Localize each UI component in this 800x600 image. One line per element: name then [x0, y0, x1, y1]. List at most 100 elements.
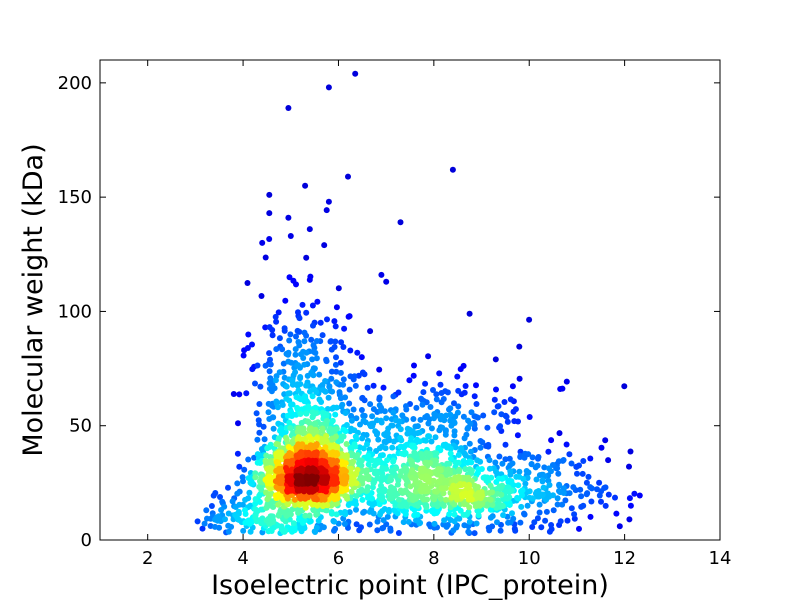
data-point — [313, 511, 320, 518]
data-point — [348, 412, 355, 419]
data-point — [332, 501, 339, 507]
data-point — [522, 480, 529, 487]
data-point — [507, 396, 514, 403]
data-point — [556, 430, 563, 437]
data-point — [462, 383, 469, 389]
data-point — [336, 389, 343, 396]
data-point — [354, 349, 361, 356]
data-point — [539, 477, 546, 484]
data-point — [350, 406, 357, 413]
data-point — [466, 440, 473, 447]
data-point — [397, 426, 404, 433]
data-point — [199, 525, 206, 532]
data-point — [461, 389, 468, 396]
data-point — [320, 524, 327, 531]
data-point — [412, 423, 419, 430]
data-point — [356, 527, 363, 534]
data-point — [501, 399, 508, 405]
data-point — [447, 470, 454, 477]
data-point — [303, 254, 310, 261]
data-point — [386, 495, 393, 502]
data-point — [486, 496, 493, 503]
data-point — [230, 391, 237, 397]
data-point — [262, 362, 269, 369]
data-point — [309, 477, 316, 484]
data-point — [287, 331, 294, 338]
data-point — [449, 166, 456, 173]
data-point — [444, 522, 451, 528]
data-point — [234, 490, 241, 497]
data-point — [269, 332, 276, 339]
data-point — [495, 403, 502, 410]
data-point — [627, 502, 634, 509]
data-point — [266, 210, 273, 217]
data-point — [295, 425, 302, 432]
data-point — [324, 406, 331, 412]
data-point — [497, 527, 504, 534]
data-point — [419, 482, 426, 489]
data-point — [297, 467, 304, 474]
data-point — [516, 375, 523, 382]
data-point — [468, 470, 475, 476]
data-point — [275, 501, 282, 508]
data-point — [307, 388, 313, 395]
data-point — [563, 378, 570, 385]
data-point — [389, 422, 396, 429]
data-point — [318, 399, 325, 405]
data-point — [300, 355, 307, 361]
x-tick-label: 12 — [613, 548, 636, 569]
data-point — [626, 495, 633, 502]
data-point — [301, 361, 308, 368]
data-point — [328, 346, 335, 353]
data-point — [303, 410, 309, 417]
data-point — [392, 417, 399, 424]
data-point — [285, 214, 292, 221]
data-point — [236, 391, 243, 398]
data-point — [342, 394, 349, 401]
data-point — [478, 499, 485, 506]
data-point — [526, 316, 533, 323]
data-point — [520, 475, 527, 482]
data-point — [294, 382, 301, 389]
data-point — [337, 369, 344, 376]
data-point — [466, 458, 473, 465]
data-point — [283, 383, 290, 390]
data-point — [518, 503, 525, 510]
data-point — [386, 508, 392, 515]
data-point — [353, 436, 360, 443]
data-point — [451, 400, 457, 407]
data-point — [340, 433, 347, 440]
data-point — [303, 332, 310, 339]
data-point — [335, 520, 342, 527]
data-point — [366, 508, 373, 515]
data-point — [262, 324, 269, 331]
data-point — [298, 436, 305, 443]
data-point — [566, 490, 573, 497]
data-point — [322, 388, 329, 395]
data-point — [395, 530, 402, 536]
data-point — [358, 407, 365, 413]
data-point — [484, 424, 491, 431]
data-point — [343, 441, 350, 447]
data-point — [502, 456, 509, 463]
data-point — [440, 441, 447, 448]
data-point — [276, 335, 283, 342]
data-point — [605, 457, 612, 464]
data-point — [218, 507, 225, 513]
data-point — [316, 371, 323, 378]
data-point — [435, 479, 442, 486]
data-point — [428, 425, 435, 432]
data-point — [282, 297, 289, 304]
data-point — [452, 459, 459, 466]
data-point — [386, 437, 393, 444]
data-point — [329, 417, 336, 424]
data-point — [587, 513, 594, 520]
data-point — [284, 412, 291, 419]
data-point — [386, 488, 393, 495]
data-point — [324, 316, 330, 323]
data-point — [298, 419, 305, 426]
data-point — [337, 359, 344, 366]
data-point — [351, 441, 358, 448]
data-point — [516, 468, 523, 475]
data-point — [297, 411, 304, 417]
